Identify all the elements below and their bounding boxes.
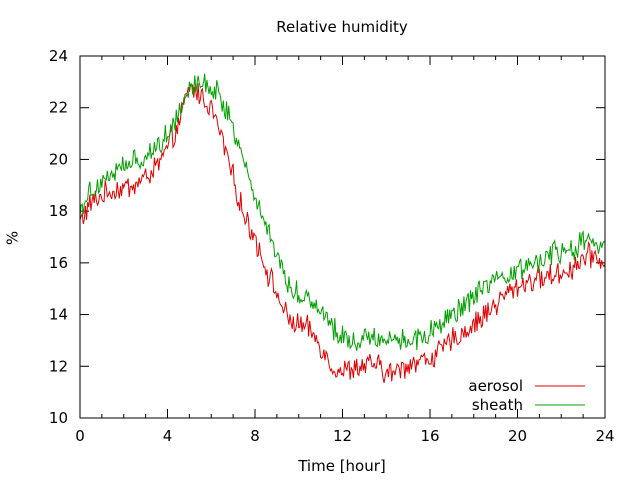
y-tick-label: 20 <box>49 150 68 168</box>
x-axis-label: Time [hour] <box>297 457 386 475</box>
y-tick-label: 14 <box>49 306 68 324</box>
x-tick-label: 4 <box>163 427 173 445</box>
y-axis-label: % <box>4 231 22 245</box>
legend: aerosol sheath <box>468 377 585 414</box>
x-tick-label: 16 <box>420 427 439 445</box>
series-line-aerosol <box>79 83 606 384</box>
legend-label-sheath: sheath <box>472 396 523 414</box>
y-tick-label: 22 <box>49 99 68 117</box>
axis-tick-labels: 0 4 8 12 16 20 24 10 12 14 16 18 20 22 24 <box>49 47 615 445</box>
x-tick-label: 24 <box>595 427 614 445</box>
x-tick-label: 20 <box>508 427 527 445</box>
y-tick-label: 12 <box>49 357 68 375</box>
x-tick-label: 8 <box>250 427 260 445</box>
series-line-sheath <box>79 73 606 351</box>
y-tick-label: 16 <box>49 254 68 272</box>
chart-title: Relative humidity <box>276 18 408 36</box>
y-tick-label: 24 <box>49 47 68 65</box>
plot-frame <box>79 55 606 419</box>
y-tick-label: 10 <box>49 409 68 427</box>
y-tick-label: 18 <box>49 202 68 220</box>
x-tick-label: 12 <box>333 427 352 445</box>
series-lines <box>79 73 606 384</box>
x-tick-label: 0 <box>75 427 85 445</box>
legend-label-aerosol: aerosol <box>468 377 523 395</box>
